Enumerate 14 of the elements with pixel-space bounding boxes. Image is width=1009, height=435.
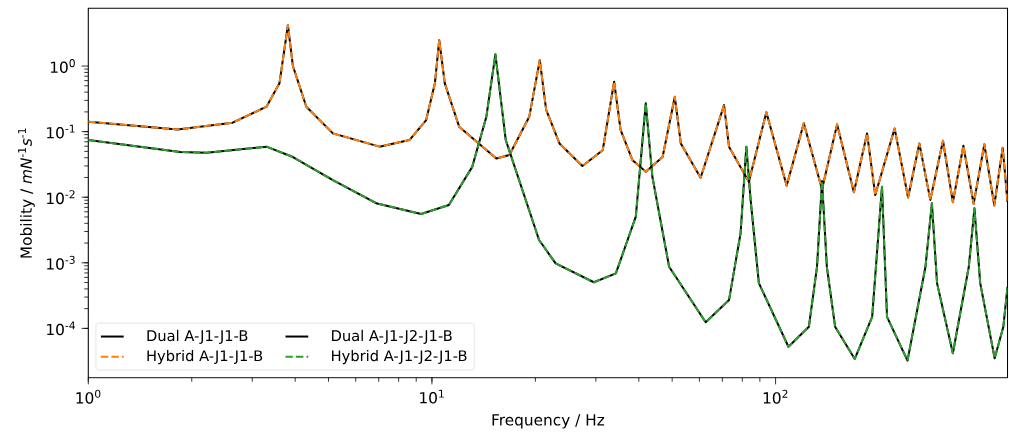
x-axis-title: Frequency / Hz — [492, 414, 605, 429]
y-tick-label: 10$^{0}$ — [50, 59, 75, 74]
legend-label: Dual A-J1-J1-B — [147, 329, 248, 344]
legend-label: Hybrid A-J1-J2-J1-B — [332, 349, 467, 365]
x-tick-label: 10$^{0}$ — [76, 389, 101, 404]
x-tick-label: 10$^{1}$ — [420, 389, 444, 404]
legend-label: Dual A-J1-J2-J1-B — [332, 329, 452, 344]
legend-label: Hybrid A-J1-J1-B — [147, 349, 263, 365]
y-tick-label: 10$^{-4}$ — [47, 321, 75, 336]
y-axis-title: Mobility / mN$^{-1}$s$^{-1}$ — [18, 128, 35, 258]
y-tick-label: 10$^{-1}$ — [47, 124, 75, 139]
y-tick-label: 10$^{-2}$ — [47, 190, 75, 205]
x-tick-label: 10$^{2}$ — [763, 389, 788, 404]
y-tick-label: 10$^{-3}$ — [47, 255, 75, 270]
